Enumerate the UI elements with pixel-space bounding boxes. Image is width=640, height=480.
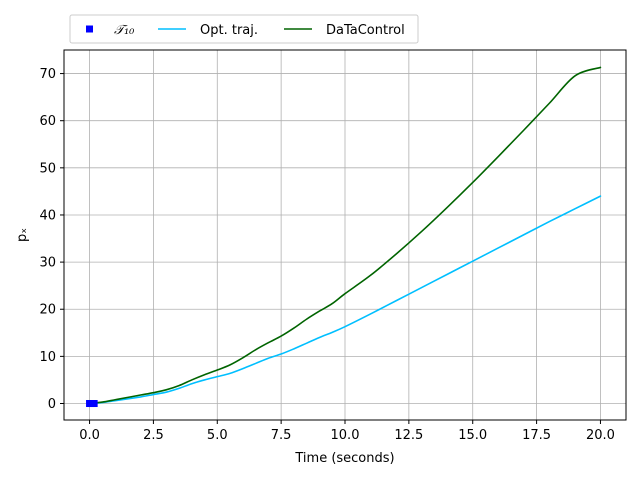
y-tick-label: 20 [39, 303, 56, 318]
series-line-datacontrol [88, 66, 602, 405]
y-tick-label: 10 [39, 350, 56, 365]
x-tick-label: 10.0 [331, 428, 360, 443]
scatter-point-t10 [90, 400, 98, 408]
y-tick-label: 0 [48, 397, 56, 412]
y-tick-label: 60 [39, 114, 56, 129]
x-tick-label: 12.5 [394, 428, 423, 443]
y-axis-label: pₓ [15, 228, 30, 242]
legend-label-opt-traj: Opt. traj. [200, 23, 258, 38]
x-tick-label: 7.5 [271, 428, 292, 443]
grid [64, 50, 626, 420]
y-tick-label: 70 [39, 67, 56, 82]
legend-box [69, 14, 419, 44]
x-tick-label: 17.5 [522, 428, 551, 443]
series-layer [86, 66, 602, 408]
x-tick-label: 2.5 [143, 428, 164, 443]
y-tick-label: 30 [39, 256, 56, 271]
legend-label-datacontrol: DaTaControl [326, 23, 405, 38]
x-tick-label: 20.0 [586, 428, 615, 443]
y-tick-label: 40 [39, 208, 56, 223]
series-line-opt-traj [88, 195, 602, 405]
y-tick-label: 50 [39, 161, 56, 176]
x-axis-label: Time (seconds) [294, 451, 394, 466]
x-tick-label: 15.0 [458, 428, 487, 443]
legend: 𝒯₁₀ Opt. traj. DaTaControl [69, 14, 419, 44]
x-tick-label: 0.0 [79, 428, 100, 443]
legend-marker-t10 [86, 25, 93, 33]
ticks: 0.0 2.5 5.0 7.5 10.0 12.5 15.0 17.5 20.0 0 10 20 30 4… [39, 67, 614, 443]
legend-label-t10: 𝒯₁₀ [114, 23, 135, 38]
x-tick-label: 5.0 [207, 428, 228, 443]
